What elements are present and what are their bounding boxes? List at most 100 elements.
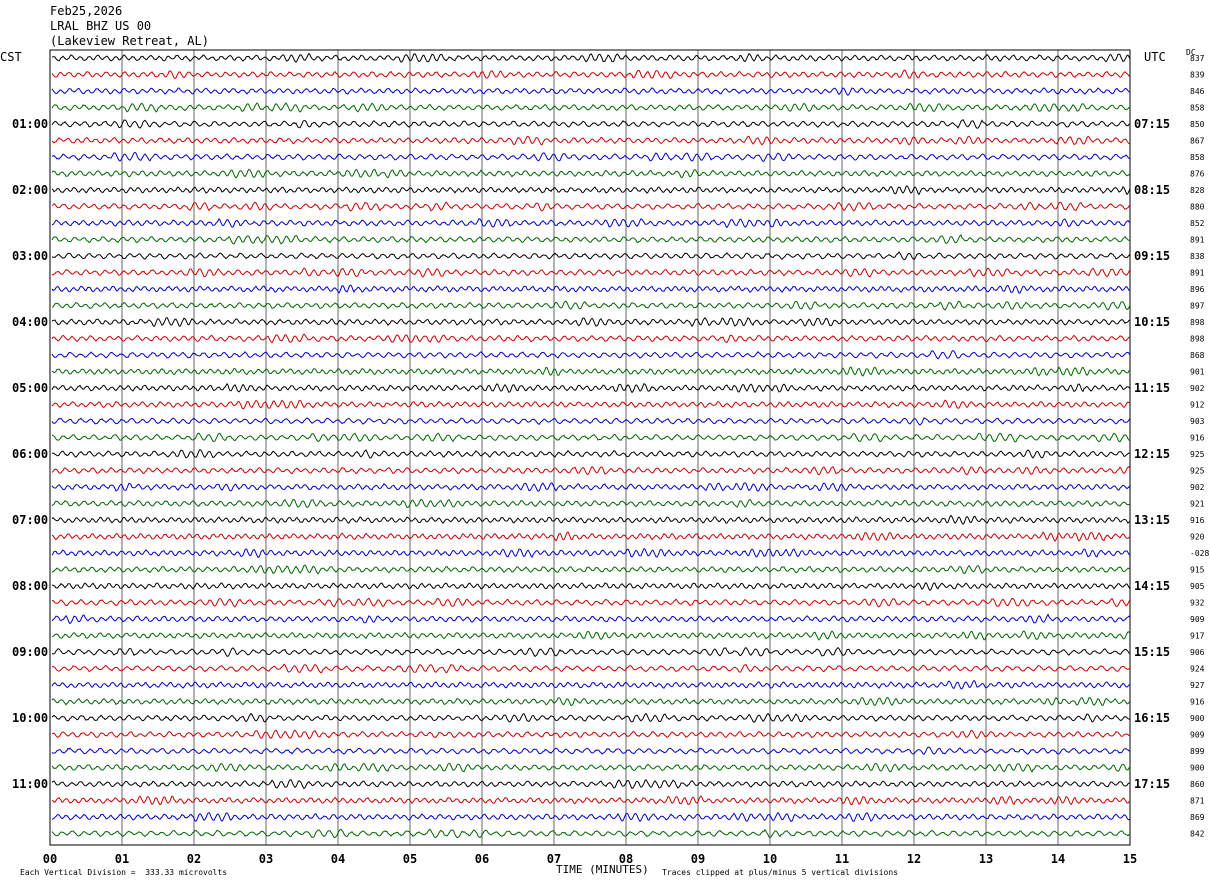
right-hour-label: 10:15 xyxy=(1134,315,1170,329)
dc-offset-label: 912 xyxy=(1190,401,1205,410)
trace-line xyxy=(51,696,1131,707)
trace-line xyxy=(51,679,1131,690)
trace-line xyxy=(51,811,1131,823)
right-hour-label: 17:15 xyxy=(1134,777,1170,791)
trace-line xyxy=(51,267,1131,278)
trace-line xyxy=(51,630,1131,641)
trace-line xyxy=(51,547,1131,559)
left-hour-label: 03:00 xyxy=(12,249,48,263)
dc-offset-label: 839 xyxy=(1190,71,1205,80)
trace-line xyxy=(51,448,1131,459)
left-hour-label: 08:00 xyxy=(12,579,48,593)
dc-offset-label: 917 xyxy=(1190,632,1205,641)
dc-offset-label: 905 xyxy=(1190,582,1205,591)
x-tick-label: 06 xyxy=(474,852,490,866)
right-hour-label: 16:15 xyxy=(1134,711,1170,725)
trace-line xyxy=(51,762,1131,773)
trace-line xyxy=(51,564,1131,575)
dc-offset-label: 916 xyxy=(1190,434,1205,443)
trace-line xyxy=(52,729,1131,740)
left-hour-label: 06:00 xyxy=(12,447,48,461)
dc-offset-label: 867 xyxy=(1190,137,1205,146)
trace-line xyxy=(51,201,1131,212)
trace-line xyxy=(51,399,1131,410)
x-tick-label: 09 xyxy=(690,852,706,866)
dc-offset-label: 858 xyxy=(1190,104,1205,113)
right-hour-label: 14:15 xyxy=(1134,579,1170,593)
left-hour-label: 05:00 xyxy=(12,381,48,395)
dc-offset-label: 900 xyxy=(1190,764,1205,773)
trace-line xyxy=(51,531,1131,542)
dc-offset-label: 880 xyxy=(1190,203,1205,212)
x-tick-label: 12 xyxy=(906,852,922,866)
x-tick-label: 13 xyxy=(978,852,994,866)
trace-line xyxy=(51,102,1131,113)
dc-offset-label: 915 xyxy=(1190,566,1205,575)
left-timezone-label: CST xyxy=(0,50,22,64)
right-timezone-label: UTC xyxy=(1144,50,1166,64)
dc-offset-label: -028 xyxy=(1190,549,1209,558)
x-tick-label: 15 xyxy=(1122,852,1138,866)
right-hour-label: 11:15 xyxy=(1134,381,1170,395)
dc-offset-label: 902 xyxy=(1190,384,1205,393)
dc-offset-label: 916 xyxy=(1190,698,1205,707)
dc-offset-label: 898 xyxy=(1190,318,1205,327)
trace-line xyxy=(51,663,1131,674)
trace-line xyxy=(51,284,1131,294)
dc-offset-label: 898 xyxy=(1190,335,1205,344)
dc-offset-label: 897 xyxy=(1190,302,1205,311)
dc-offset-label: 906 xyxy=(1190,648,1205,657)
x-tick-label: 07 xyxy=(546,852,562,866)
trace-line xyxy=(51,151,1131,162)
x-tick-label: 08 xyxy=(618,852,634,866)
dc-offset-label: 927 xyxy=(1190,681,1205,690)
trace-line xyxy=(51,779,1131,790)
right-hour-label: 12:15 xyxy=(1134,447,1170,461)
x-tick-label: 05 xyxy=(402,852,418,866)
x-tick-label: 14 xyxy=(1050,852,1066,866)
dc-offset-label: 925 xyxy=(1190,450,1205,459)
right-hour-label: 15:15 xyxy=(1134,645,1170,659)
dc-offset-label: 852 xyxy=(1190,219,1205,228)
header-station: LRAL BHZ US 00 xyxy=(50,19,152,33)
dc-offset-label: 850 xyxy=(1190,120,1205,129)
dc-offset-label: 903 xyxy=(1190,417,1205,426)
header-location: (Lakeview Retreat, AL) xyxy=(50,34,209,48)
dc-offset-label: 858 xyxy=(1190,153,1205,162)
header-date: Feb25,2026 xyxy=(50,4,123,18)
trace-line xyxy=(51,316,1131,328)
dc-offset-label: 901 xyxy=(1190,368,1205,377)
trace-line xyxy=(51,795,1131,806)
dc-offset-label: 876 xyxy=(1190,170,1205,179)
x-tick-label: 00 xyxy=(42,852,58,866)
trace-line xyxy=(51,251,1131,261)
right-hour-label: 07:15 xyxy=(1134,117,1170,131)
x-tick-label: 02 xyxy=(186,852,202,866)
trace-line xyxy=(51,466,1131,476)
trace-line xyxy=(51,300,1131,311)
dc-offset-label: 932 xyxy=(1190,599,1205,608)
dc-offset-label: 909 xyxy=(1190,731,1205,740)
x-tick-label: 10 xyxy=(762,852,778,866)
left-hour-label: 01:00 xyxy=(12,117,48,131)
dc-offset-label: 924 xyxy=(1190,665,1205,674)
dc-offset-label: 899 xyxy=(1190,747,1205,756)
trace-line xyxy=(51,168,1131,179)
dc-offset-label: 920 xyxy=(1190,533,1205,542)
x-tick-label: 04 xyxy=(330,852,346,866)
trace-line xyxy=(51,746,1131,755)
footer-scale: Each Vertical Division = 333.33 microvol… xyxy=(20,868,228,877)
trace-line xyxy=(51,482,1131,492)
trace-line xyxy=(51,52,1131,63)
trace-line xyxy=(51,382,1131,394)
trace-line xyxy=(51,234,1131,245)
trace-line xyxy=(51,87,1131,96)
dc-offset-label: 891 xyxy=(1190,269,1205,278)
trace-line xyxy=(51,135,1131,146)
trace-line xyxy=(51,119,1131,129)
dc-offset-label: 860 xyxy=(1190,780,1205,789)
trace-line xyxy=(51,366,1131,377)
left-hour-label: 07:00 xyxy=(12,513,48,527)
left-hour-label: 02:00 xyxy=(12,183,48,197)
